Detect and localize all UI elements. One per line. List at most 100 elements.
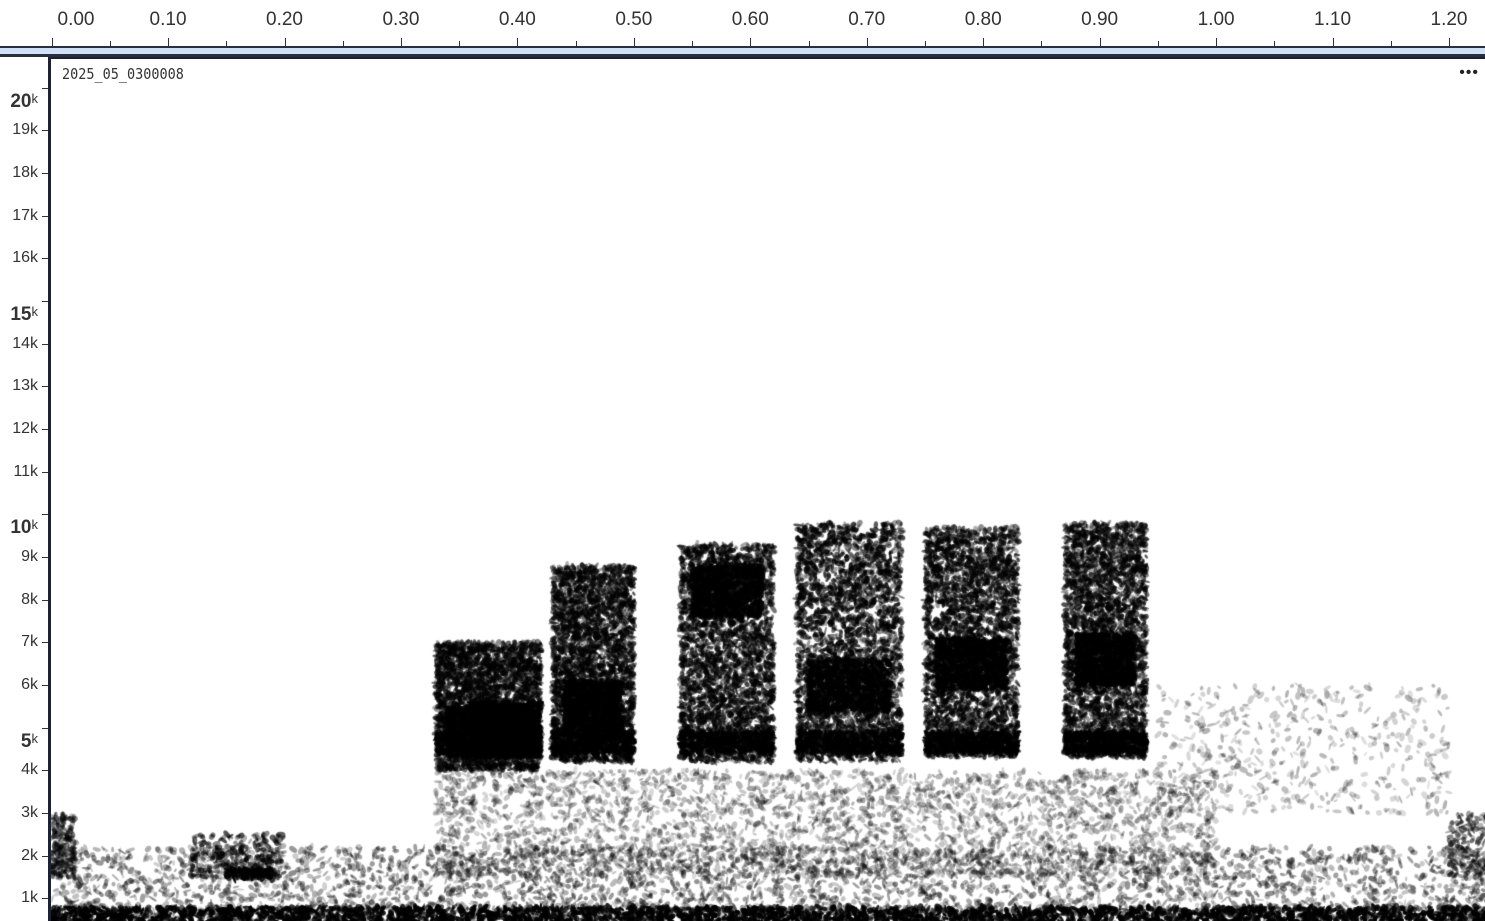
- frequency-unit: k: [30, 163, 38, 181]
- frequency-value: 18: [12, 163, 30, 181]
- frequency-tick: [42, 727, 48, 729]
- frequency-tick-label: 12k: [12, 420, 38, 438]
- frequency-unit: k: [30, 377, 38, 395]
- time-minor-tick: [1157, 41, 1159, 46]
- frequency-tick-label: 17k: [12, 207, 38, 225]
- time-minor-tick: [1274, 41, 1276, 46]
- frequency-tick: [42, 215, 48, 217]
- frequency-unit: k: [31, 303, 39, 319]
- frequency-unit: k: [30, 675, 38, 693]
- time-tick-label: 0.50: [615, 9, 653, 30]
- frequency-value: 12: [12, 419, 30, 437]
- frequency-tick: [42, 172, 48, 174]
- frequency-unit: k: [30, 121, 38, 139]
- frequency-value: 16: [12, 249, 30, 267]
- frequency-value: 11: [13, 462, 30, 480]
- frequency-unit: k: [30, 249, 38, 267]
- time-tick-label: 0.80: [964, 9, 1002, 30]
- time-tick: [168, 38, 170, 46]
- frequency-unit: k: [30, 590, 38, 608]
- frequency-value: 15: [10, 303, 32, 325]
- frequency-tick: [42, 812, 48, 814]
- frequency-tick: [42, 87, 48, 89]
- time-tick-label: 0.90: [1081, 9, 1119, 30]
- time-minor-tick: [109, 41, 111, 46]
- frequency-tick: [42, 855, 48, 857]
- frequency-tick: [42, 471, 48, 473]
- time-tick-label: 0.00: [57, 9, 95, 30]
- frequency-tick-label: 4k: [21, 761, 38, 779]
- time-tick: [1216, 38, 1218, 46]
- time-tick-label: 0.30: [382, 9, 420, 30]
- frequency-value: 3: [21, 803, 30, 821]
- frequency-tick: [42, 599, 48, 601]
- frequency-value: 14: [12, 334, 30, 352]
- frequency-tick: [42, 258, 48, 260]
- frequency-unit: k: [31, 730, 39, 746]
- frequency-tick: [42, 770, 48, 772]
- frequency-unit: k: [30, 462, 38, 480]
- time-tick: [1332, 38, 1334, 46]
- time-tick: [750, 38, 752, 46]
- time-minor-tick: [1041, 41, 1043, 46]
- time-tick: [983, 38, 985, 46]
- frequency-tick: [42, 642, 48, 644]
- frequency-tick: [42, 343, 48, 345]
- frequency-value: 4: [21, 761, 30, 779]
- frequency-value: 7: [21, 633, 30, 651]
- spectrogram-panel[interactable]: 2025_05_0300008 •••: [48, 57, 1485, 921]
- frequency-tick-label: 2k: [21, 847, 38, 865]
- frequency-value: 19: [12, 121, 30, 139]
- frequency-tick-label: 9k: [21, 548, 38, 566]
- time-tick: [1449, 38, 1450, 46]
- file-name-label: 2025_05_0300008: [62, 65, 184, 83]
- frequency-tick: [42, 556, 48, 558]
- frequency-axis: 20k 19k 18k 17k 16k 15k 14k 13k 12k 11k 10k 9k 8k 7k 6…: [0, 57, 50, 921]
- time-tick: [866, 38, 868, 46]
- time-minor-tick: [575, 41, 577, 46]
- frequency-tick-label: 8k: [21, 591, 38, 609]
- frequency-unit: k: [30, 846, 38, 864]
- spectrogram-canvas[interactable]: [51, 59, 1485, 921]
- frequency-tick-label: 10k: [10, 517, 38, 539]
- frequency-unit: k: [30, 761, 38, 779]
- frequency-unit: k: [30, 889, 38, 907]
- frequency-tick-label: 7k: [21, 633, 38, 651]
- time-tick: [284, 38, 286, 46]
- frequency-unit: k: [30, 633, 38, 651]
- frequency-tick-label: 11k: [13, 463, 38, 481]
- frequency-tick-label: 14k: [12, 335, 38, 353]
- time-tick: [1099, 38, 1101, 46]
- time-axis: 0.00 0.10 0.20 0.30 0.40 0.50 0.60 0.70 0.80 0.90…: [0, 0, 1485, 46]
- frequency-unit: k: [30, 419, 38, 437]
- time-tick: [400, 38, 402, 46]
- time-minor-tick: [924, 41, 926, 46]
- time-tick-label: 0.60: [731, 9, 769, 30]
- time-tick-label: 0.10: [149, 9, 187, 30]
- frequency-value: 8: [21, 590, 30, 608]
- frequency-value: 20: [10, 90, 32, 112]
- more-options-icon[interactable]: •••: [1459, 64, 1479, 81]
- frequency-tick-label: 1k: [21, 889, 38, 907]
- time-tick-label: 0.20: [266, 9, 303, 30]
- frequency-unit: k: [30, 803, 38, 821]
- frequency-tick-label: 20k: [10, 91, 38, 113]
- frequency-unit: k: [31, 90, 39, 106]
- time-tick-label: 1.20: [1430, 9, 1468, 30]
- frequency-tick-label: 3k: [21, 804, 38, 822]
- frequency-tick: [42, 300, 48, 302]
- frequency-value: 2: [21, 846, 30, 864]
- frequency-tick: [42, 386, 48, 388]
- time-tick: [51, 38, 53, 46]
- time-minor-tick: [1390, 41, 1392, 46]
- time-minor-tick: [808, 41, 810, 46]
- frequency-tick-label: 15k: [10, 304, 38, 326]
- frequency-value: 13: [12, 377, 30, 395]
- time-axis-band[interactable]: [0, 46, 1485, 57]
- frequency-tick-label: 18k: [12, 164, 38, 182]
- frequency-unit: k: [30, 334, 38, 352]
- frequency-unit: k: [31, 517, 39, 533]
- time-minor-tick: [342, 41, 344, 46]
- frequency-value: 10: [10, 517, 32, 539]
- time-minor-tick: [459, 41, 461, 46]
